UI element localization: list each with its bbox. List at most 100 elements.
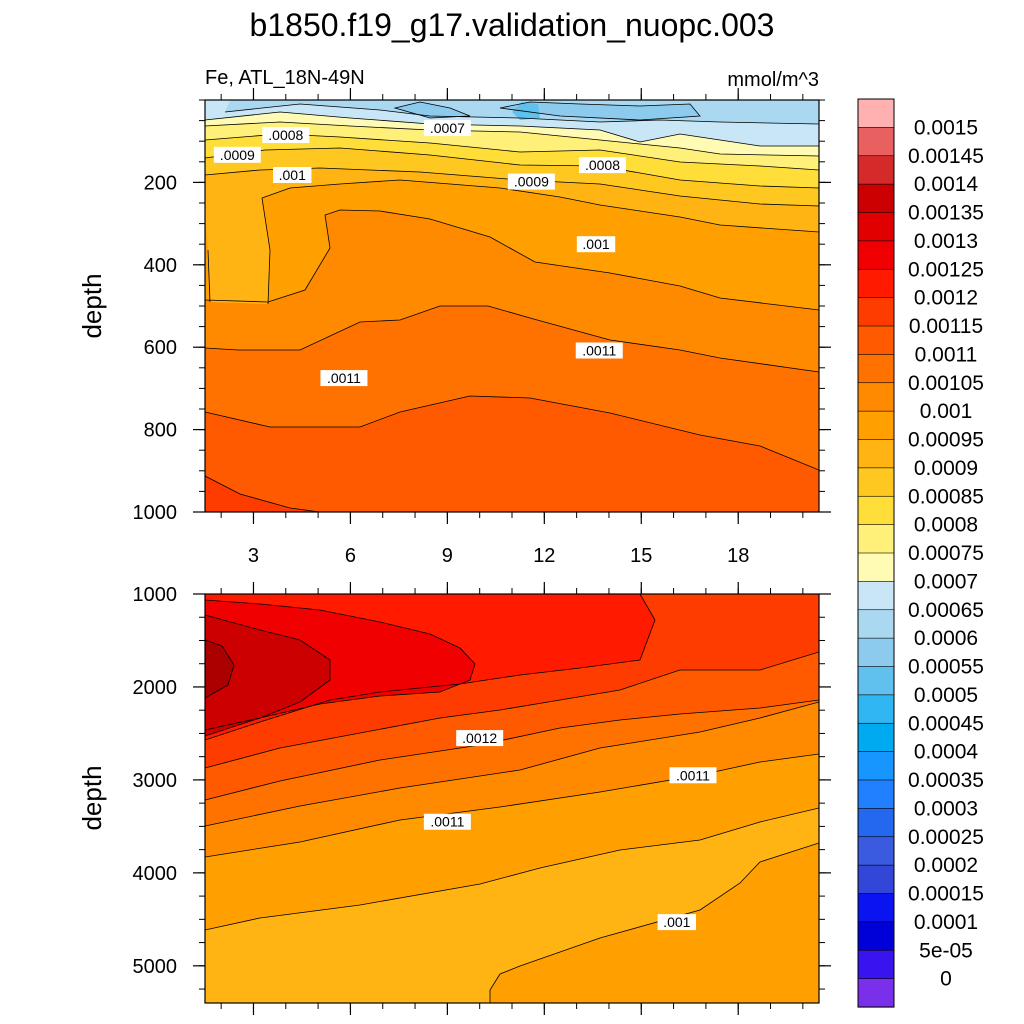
- upper-panel-contours: [205, 101, 819, 471]
- colorbar-label: 0.0001: [914, 911, 978, 934]
- contour-label-text: .001: [582, 236, 609, 252]
- colorbar-label: 0.0007: [914, 570, 978, 593]
- contour-label-box: [320, 370, 368, 387]
- colorbar-swatch: [857, 495, 895, 526]
- colorbar-label: 0.00055: [908, 656, 984, 679]
- xtick-label: 6: [345, 545, 356, 567]
- contour-label-text: .0011: [430, 814, 464, 830]
- lower-ytick-label: 1000: [133, 584, 178, 606]
- colorbar-swatch: [857, 666, 895, 696]
- colorbar-label: 0.0006: [914, 627, 978, 650]
- variable-region-label: Fe, ATL_18N-49N: [205, 67, 365, 89]
- lower-ytick-label: 3000: [133, 770, 178, 792]
- xtick-label: 15: [630, 545, 652, 567]
- colorbar-label: 0.00115: [909, 315, 983, 338]
- contour-label-box: [423, 120, 471, 137]
- upper-contour-label: .0008: [262, 127, 310, 144]
- colorbar-label: 0.0008: [914, 514, 978, 537]
- xtick-label: 3: [248, 545, 259, 567]
- xtick-label: 9: [442, 545, 453, 567]
- colorbar-label: 0.0013: [914, 230, 978, 253]
- lower-panel-fill: [205, 594, 819, 1003]
- contour-label-text: .0011: [327, 370, 361, 386]
- contour-label-box: [456, 730, 504, 747]
- contour-label-text: .0008: [585, 157, 620, 173]
- upper-contour-label: .0007: [423, 120, 471, 137]
- colorbar-swatch: [857, 751, 895, 781]
- colorbar-label: 0.00125: [908, 258, 984, 281]
- colorbar-label: 5e-05: [919, 939, 973, 962]
- upper-ytick-label: 800: [144, 420, 177, 442]
- lower-contour-label: .001: [657, 914, 697, 931]
- colorbar-label: 0.00065: [908, 599, 984, 622]
- colorbar-swatch: [857, 864, 895, 895]
- contour-label-text: .001: [663, 914, 690, 930]
- colorbar-swatch: [857, 155, 895, 185]
- contour-label-text: .0009: [514, 174, 549, 190]
- lower-ytick-label: 4000: [133, 863, 178, 885]
- xtick-label: 12: [533, 545, 555, 567]
- colorbar-label: 0.0015: [914, 116, 978, 139]
- colorbar-frame: [857, 98, 895, 1008]
- colorbar-label: 0: [940, 968, 952, 991]
- contour-label-text: .0009: [220, 147, 255, 163]
- contour-label-text: .0011: [582, 342, 616, 358]
- upper-contour-label: .0011: [320, 370, 368, 387]
- lower-ytick-label: 2000: [133, 677, 178, 699]
- colorbar-swatch: [857, 552, 895, 582]
- contour-label-box: [423, 813, 471, 830]
- upper-ytick-label: 200: [144, 172, 177, 194]
- colorbar-swatch: [857, 722, 895, 753]
- contour-label-box: [575, 342, 623, 359]
- colorbar-label: 0.0003: [914, 797, 978, 820]
- colorbar-label: 0.00025: [908, 826, 984, 849]
- colorbar-swatch: [857, 609, 895, 639]
- colorbar-swatch: [857, 410, 895, 441]
- lower-y-axis-label: depth: [77, 765, 107, 830]
- contour-label-text: .0011: [676, 767, 710, 783]
- contour-labels: .0008 .0007 .0009 .0008 .001 .0009 .001 .0011 .0…: [213, 120, 717, 931]
- xtick-label: 18: [727, 545, 749, 567]
- contour-label-text: .0012: [462, 730, 497, 746]
- colorbar-swatch: [857, 637, 895, 668]
- colorbar-label: 0.00035: [908, 769, 984, 792]
- contour-label-box: [578, 157, 626, 174]
- colorbar-swatch: [857, 836, 895, 866]
- colorbar-swatch: [857, 98, 895, 128]
- contour-label-text: .0007: [430, 120, 465, 136]
- colorbar-label: 0.00085: [908, 485, 984, 508]
- colorbar-swatch: [857, 183, 895, 214]
- lower-contour-label: .0012: [456, 730, 504, 747]
- colorbar-swatch: [857, 779, 895, 809]
- colorbar-swatch: [857, 524, 895, 554]
- colorbar-swatch: [857, 268, 895, 299]
- colorbar-swatch: [857, 354, 895, 384]
- chart-title: b1850.f19_g17.validation_nuopc.003: [250, 7, 775, 43]
- colorbar-label: 0.0011: [915, 343, 978, 366]
- upper-ytick-label: 1000: [133, 502, 178, 524]
- upper-corner-red-band: [205, 475, 321, 512]
- upper-contour-label: .001: [576, 236, 616, 253]
- contour-label-box: [507, 173, 555, 190]
- upper-panel-fill: [205, 100, 819, 512]
- colorbar-swatch: [857, 325, 895, 355]
- colorbar-swatch: [857, 127, 895, 157]
- contour-label-box: [213, 146, 261, 163]
- colorbar-swatch: [857, 921, 895, 951]
- colorbar-swatch: [857, 382, 895, 412]
- upper-y-axis-label: depth: [77, 273, 107, 338]
- colorbar-label: 0.00095: [908, 429, 984, 452]
- colorbar-label: 0.0005: [914, 684, 978, 707]
- colorbar-swatch: [857, 212, 895, 242]
- colorbar-label: 0.0009: [914, 457, 978, 480]
- contour-label-box: [669, 767, 717, 784]
- colorbar-swatch: [857, 297, 895, 327]
- colorbar-swatch: [857, 694, 895, 724]
- colorbar-swatch: [857, 439, 895, 469]
- units-label: mmol/m^3: [727, 69, 819, 91]
- contour-label-box: [576, 236, 616, 253]
- upper-contour-label: .0008: [578, 157, 626, 174]
- upper-contour-label: .001: [273, 166, 312, 183]
- colorbar-swatch: [857, 467, 895, 497]
